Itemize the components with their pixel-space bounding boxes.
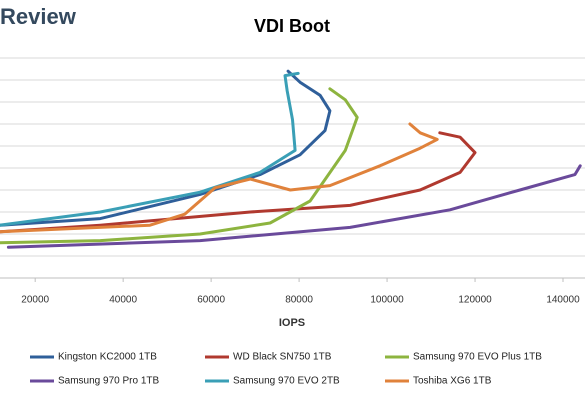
x-tick-label: 60000 bbox=[197, 295, 225, 306]
series-line bbox=[0, 131, 477, 234]
legend-label: Samsung 970 EVO 2TB bbox=[233, 376, 340, 387]
legend-label: Samsung 970 EVO Plus 1TB bbox=[413, 352, 542, 363]
series-line bbox=[0, 71, 300, 227]
legend-label: WD Black SN750 1TB bbox=[233, 352, 332, 363]
series-line bbox=[6, 164, 582, 249]
x-tick-label: 20000 bbox=[21, 295, 49, 306]
x-tick-label: 120000 bbox=[458, 295, 492, 306]
chart-title: VDI Boot bbox=[254, 16, 330, 36]
series-line bbox=[0, 69, 332, 227]
legend-label: Samsung 970 Pro 1TB bbox=[58, 376, 159, 387]
series-line bbox=[0, 122, 439, 234]
series-line bbox=[0, 87, 359, 245]
x-axis-label: IOPS bbox=[279, 317, 305, 329]
x-tick-label: 100000 bbox=[370, 295, 404, 306]
brand: Review bbox=[0, 4, 77, 29]
x-tick-label: 140000 bbox=[546, 295, 580, 306]
x-tick-label: 40000 bbox=[109, 295, 137, 306]
legend-label: Kingston KC2000 1TB bbox=[58, 352, 157, 363]
legend-label: Toshiba XG6 1TB bbox=[413, 376, 492, 387]
x-tick-label: 80000 bbox=[285, 295, 313, 306]
